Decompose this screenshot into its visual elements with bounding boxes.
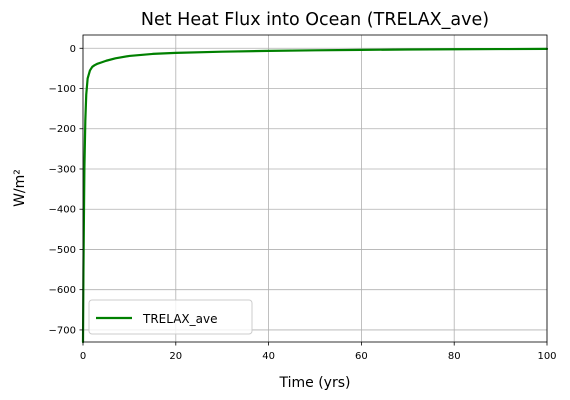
x-tick-label: 80	[448, 351, 461, 362]
y-tick-label: −700	[49, 325, 76, 336]
y-tick-label: 0	[70, 44, 76, 55]
legend-box	[88, 299, 253, 335]
y-tick-label: −200	[49, 124, 76, 135]
x-axis-label: Time (yrs)	[279, 375, 351, 391]
ticks: 0 20 40 60 80 100 0 −100 −200 −300 −400 −500 −600 −70…	[49, 44, 557, 362]
legend-label: TRELAX_ave	[142, 312, 217, 326]
series-layer	[81, 47, 549, 344]
y-tick-label: −100	[49, 84, 76, 95]
plot-frame	[82, 34, 548, 343]
chart-title: Net Heat Flux into Ocean (TRELAX_ave)	[141, 10, 489, 30]
x-tick-label: 100	[537, 351, 556, 362]
x-tick-label: 60	[355, 351, 368, 362]
y-axis-label: W/m²	[12, 169, 28, 207]
legend: TRELAX_ave	[88, 299, 253, 335]
x-tick-label: 0	[80, 351, 86, 362]
y-tick-label: −300	[49, 164, 76, 175]
x-tick-label: 40	[262, 351, 275, 362]
y-tick-label: −600	[49, 285, 76, 296]
x-tick-label: 20	[169, 351, 182, 362]
y-tick-label: −500	[49, 245, 76, 256]
y-tick-label: −400	[49, 205, 76, 216]
series-line-TRELAX_ave	[81, 47, 549, 344]
